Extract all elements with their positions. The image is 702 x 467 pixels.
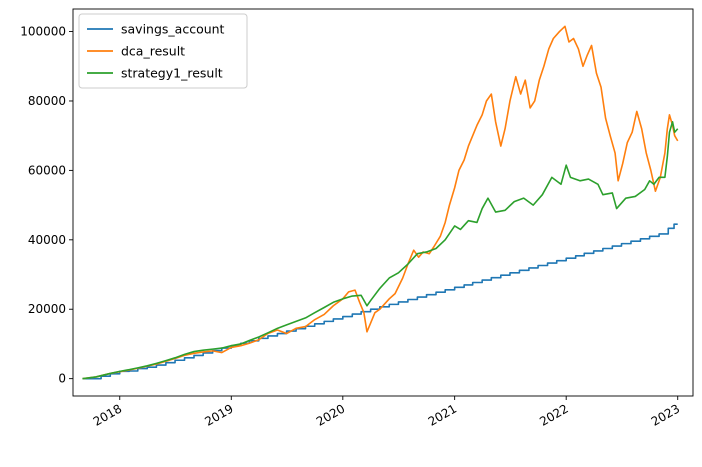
y-tick-label: 20000 — [28, 302, 66, 316]
series-line-savings-account — [82, 223, 678, 380]
series-line-strategy1-result — [82, 121, 679, 380]
axes-frame — [72, 8, 694, 397]
series-layer — [82, 25, 679, 380]
y-tick-label: 0 — [58, 372, 66, 386]
y-tick-label: 80000 — [28, 94, 66, 108]
legend-box — [78, 13, 248, 89]
legend-label-dca-result: dca_result — [121, 44, 185, 59]
y-tick-label: 40000 — [28, 233, 66, 247]
series-line-dca-result — [82, 25, 679, 380]
legend-label-strategy1-result: strategy1_result — [121, 66, 223, 81]
legend-label-savings-account: savings_account — [121, 22, 225, 37]
y-tick-label: 100000 — [20, 25, 66, 39]
legend: savings_account dca_result strategy1_resul… — [78, 13, 248, 89]
y-tick-label: 60000 — [28, 163, 66, 177]
